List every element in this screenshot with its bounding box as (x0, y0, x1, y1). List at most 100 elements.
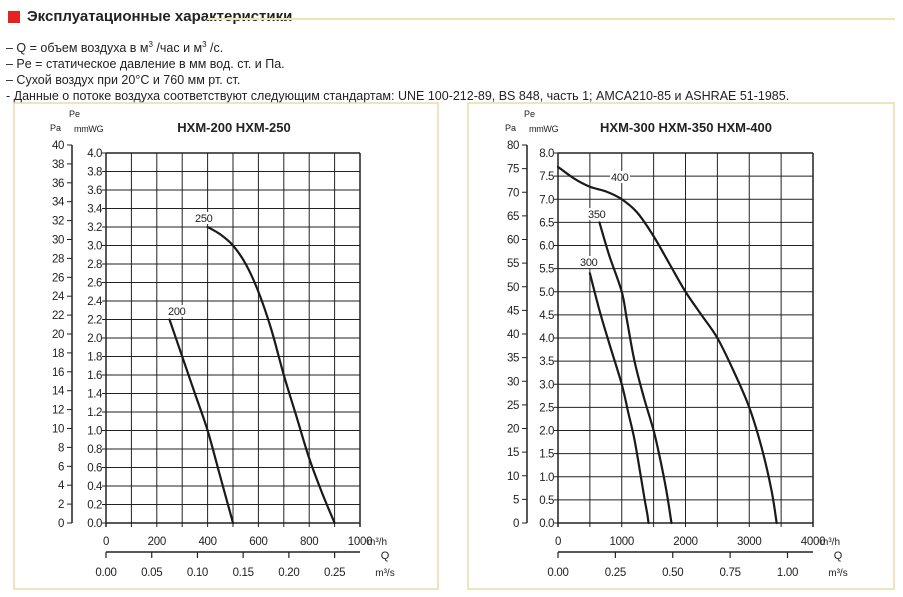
pe-axis-label: Pe (524, 109, 535, 119)
pa-axis-label: Pa (50, 123, 61, 133)
q-s-unit-label: m³/s (828, 568, 847, 579)
section-marker-icon (8, 11, 20, 23)
pa-tick-label: 2 (58, 499, 64, 511)
chart-panel-border (13, 102, 439, 590)
q-h-unit-label: m³/h (820, 537, 840, 548)
chart-title: HXM-200 HXM-250 (177, 120, 290, 135)
mmwg-tick-label: 2.8 (87, 259, 102, 271)
mmwg-tick-label: 0.8 (87, 444, 102, 456)
curve-label-background (610, 171, 630, 183)
mmwg-tick-label: 7.5 (539, 171, 554, 183)
mmwg-tick-label: 3.5 (539, 356, 554, 368)
q-s-tick-label: 0.10 (187, 567, 208, 579)
q-h-tick-label: 4000 (801, 536, 825, 548)
q-s-tick-label: 1.00 (777, 567, 798, 579)
pa-tick-label: 10 (507, 471, 519, 483)
mmwg-tick-label: 0.6 (87, 463, 102, 475)
curve-label-300: 300 (580, 257, 598, 269)
mmwg-tick-label: 1.8 (87, 352, 102, 364)
pa-tick-label: 20 (507, 424, 519, 436)
mmwg-tick-label: 6.0 (539, 241, 554, 253)
pa-tick-label: 80 (507, 140, 519, 152)
note-air: – Сухой воздух при 20°C и 760 мм рт. ст. (6, 73, 241, 88)
curve-label-400: 400 (611, 172, 629, 184)
q-h-tick-label: 3000 (737, 536, 761, 548)
note-q: – Q = объем воздуха в м3 /час и м3 /с. (6, 40, 224, 56)
mmwg-tick-label: 0.4 (87, 481, 103, 493)
curve-label-background (587, 208, 607, 220)
q-h-unit-label: m³/h (367, 537, 387, 548)
note-standards: - Данные о потоке воздуха соответствуют … (6, 89, 790, 104)
q-s-tick-label: 0.20 (278, 567, 299, 579)
q-h-tick-label: 2000 (673, 536, 697, 548)
pa-tick-label: 4 (58, 480, 65, 492)
mmwg-tick-label: 1.0 (539, 472, 554, 484)
pa-tick-label: 45 (507, 305, 519, 317)
mmwg-tick-label: 0.0 (87, 518, 102, 530)
pa-tick-label: 38 (52, 159, 64, 171)
pa-tick-label: 10 (52, 424, 64, 436)
mmwg-tick-label: 0.5 (539, 495, 554, 507)
mmwg-tick-label: 2.0 (539, 426, 554, 438)
pa-tick-label: 70 (507, 187, 519, 199)
q-s-tick-label: 0.50 (662, 567, 683, 579)
pa-tick-label: 34 (52, 197, 65, 209)
chart-panel-border (467, 102, 895, 590)
pa-tick-label: 40 (52, 140, 64, 152)
q-h-tick-label: 800 (300, 536, 318, 548)
q-s-tick-label: 0.75 (720, 567, 741, 579)
q-axis-label: Q (834, 550, 843, 562)
q-h-tick-label: 400 (198, 536, 216, 548)
mmwg-tick-label: 2.5 (539, 402, 554, 414)
curve-hxm-200 (168, 318, 235, 525)
pa-tick-label: 15 (507, 447, 519, 459)
q-axis-label: Q (381, 550, 390, 562)
pa-tick-label: 28 (52, 253, 64, 265)
q-h-tick-label: 600 (249, 536, 267, 548)
q-h-tick-label: 0 (103, 536, 109, 548)
curve-label-350: 350 (588, 209, 606, 221)
mmwg-tick-label: 1.4 (87, 389, 103, 401)
pa-tick-label: 50 (507, 282, 519, 294)
mmwg-tick-label: 5.0 (539, 287, 554, 299)
mmwg-axis-label: mmWG (74, 124, 104, 134)
mmwg-tick-label: 2.2 (87, 315, 102, 327)
mmwg-tick-label: 3.4 (87, 204, 103, 216)
mmwg-tick-label: 3.8 (87, 167, 102, 179)
pa-tick-label: 8 (58, 442, 64, 454)
curve-label-background (194, 212, 214, 224)
mmwg-tick-label: 2.6 (87, 278, 102, 290)
mmwg-tick-label: 0.0 (539, 518, 554, 530)
mmwg-tick-label: 4.5 (539, 310, 554, 322)
pa-tick-label: 0 (58, 518, 64, 530)
pa-tick-label: 0 (513, 518, 519, 530)
mmwg-tick-label: 1.2 (87, 407, 102, 419)
curve-label-background (579, 256, 599, 268)
q-s-tick-label: 0.05 (141, 567, 162, 579)
mmwg-tick-label: 1.0 (87, 426, 102, 438)
pa-tick-label: 18 (52, 348, 64, 360)
curve-label-background (167, 305, 187, 317)
pa-tick-label: 14 (52, 386, 65, 398)
curve-hxm-300 (588, 272, 650, 525)
curve-label-250: 250 (195, 213, 213, 225)
q-s-tick-label: 0.00 (95, 567, 116, 579)
mmwg-tick-label: 2.0 (87, 333, 102, 345)
mmwg-tick-label: 3.6 (87, 185, 102, 197)
title-divider (207, 18, 895, 20)
pa-tick-label: 60 (507, 235, 519, 247)
mmwg-tick-label: 1.5 (539, 449, 554, 461)
pa-tick-label: 25 (507, 400, 519, 412)
mmwg-tick-label: 5.5 (539, 264, 554, 276)
q-s-tick-label: 0.00 (547, 567, 568, 579)
q-s-unit-label: m³/s (375, 568, 394, 579)
pa-tick-label: 24 (52, 291, 65, 303)
notes-list: – Q = объем воздуха в м3 /час и м3 /с. –… (6, 37, 789, 104)
q-s-tick-label: 0.15 (233, 567, 254, 579)
pa-tick-label: 75 (507, 164, 519, 176)
pa-tick-label: 22 (52, 310, 64, 322)
mmwg-tick-label: 2.4 (87, 296, 103, 308)
curve-label-200: 200 (168, 306, 186, 318)
q-s-tick-label: 0.25 (605, 567, 626, 579)
